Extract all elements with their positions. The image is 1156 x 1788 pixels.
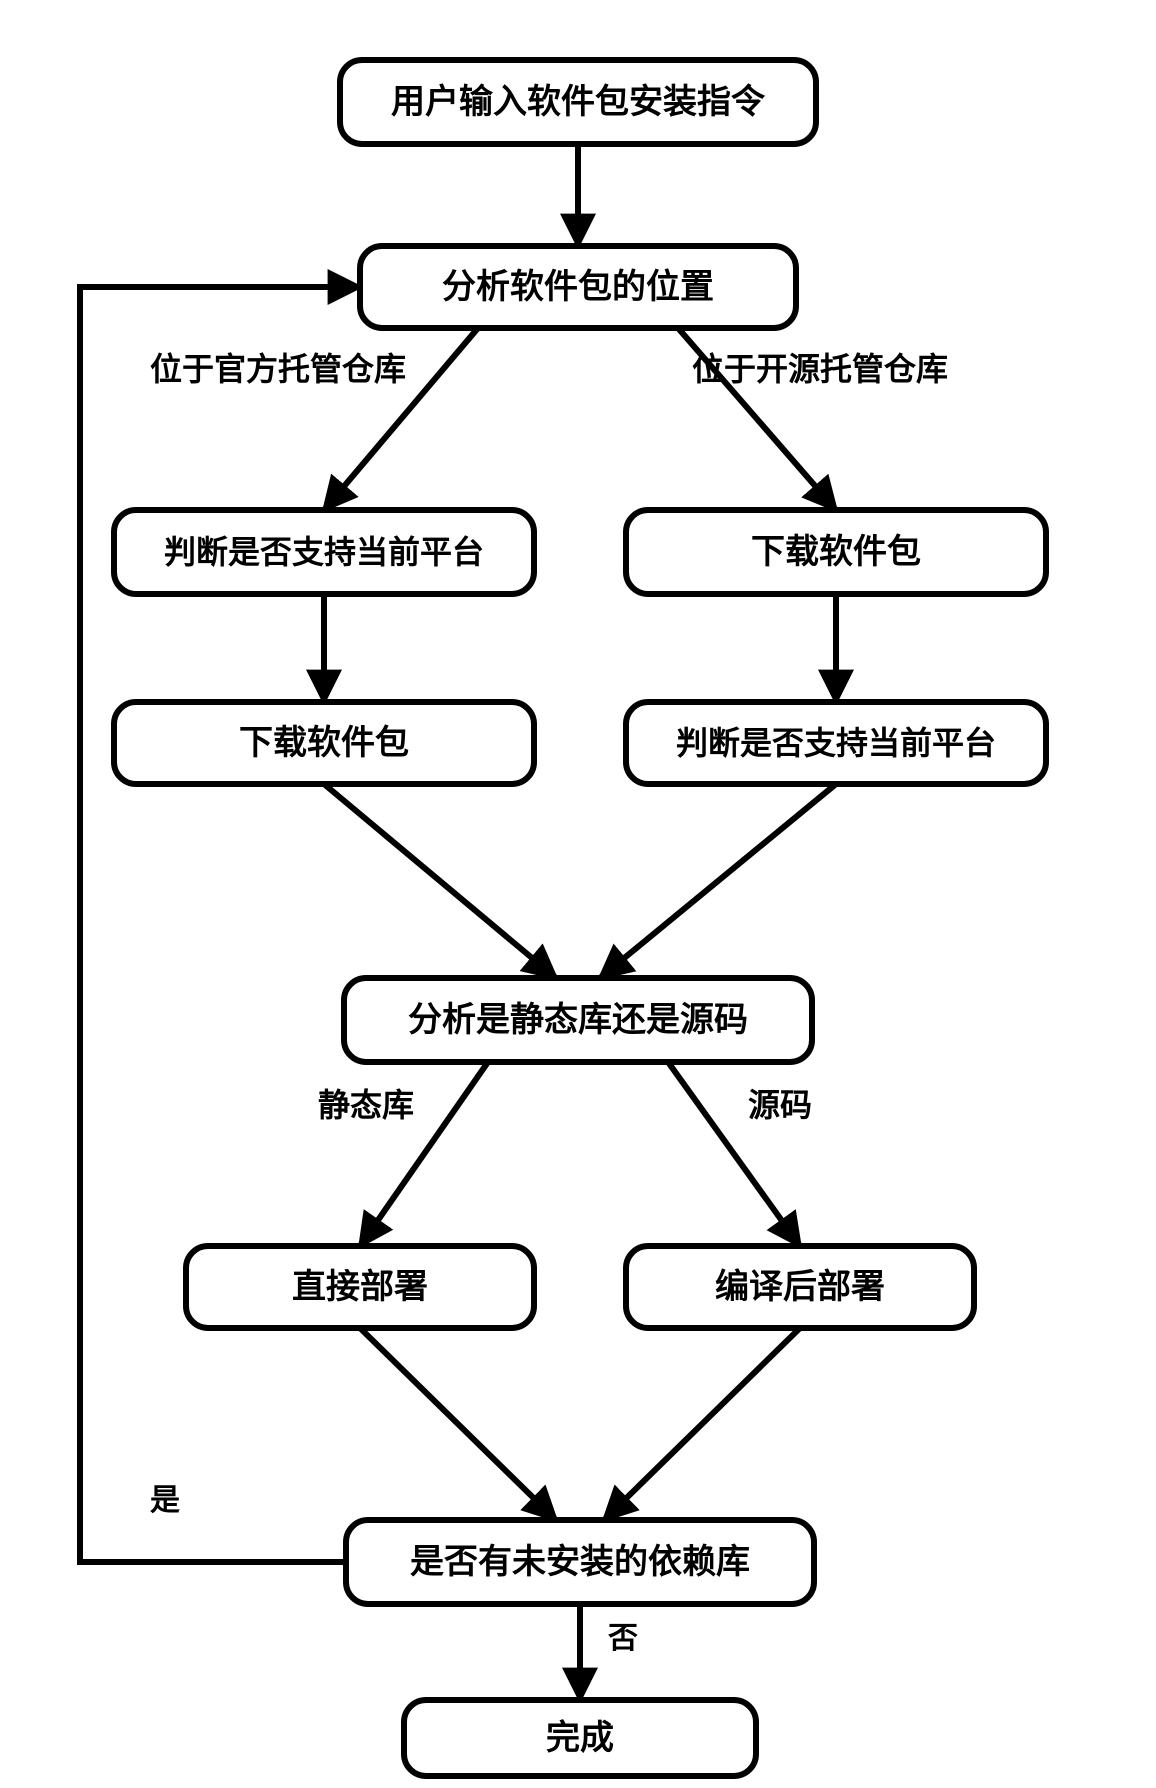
flowchart-canvas: 位于官方托管仓库 位于开源托管仓库静态库 源码否 是 用户输入软件包安装指令分析软件包的…	[0, 0, 1156, 1788]
node-label-n1: 用户输入软件包安装指令	[391, 83, 766, 121]
node-label-n6: 判断是否支持当前平台	[676, 725, 996, 761]
edge-label-n7-n9: 源码	[748, 1087, 812, 1123]
node-n9: 编译后部署	[626, 1246, 974, 1328]
node-label-n10: 是否有未安装的依赖库	[410, 1543, 750, 1581]
node-label-n3: 判断是否支持当前平台	[164, 534, 484, 570]
edges-layer: 位于官方托管仓库 位于开源托管仓库静态库 源码否 是	[80, 144, 948, 1700]
edge-label-n2-n3: 位于官方托管仓库	[150, 351, 406, 387]
node-label-n5: 下载软件包	[239, 724, 409, 762]
node-n7: 分析是静态库还是源码	[344, 978, 812, 1062]
node-n3: 判断是否支持当前平台	[114, 510, 534, 594]
node-n10: 是否有未安装的依赖库	[346, 1520, 814, 1604]
edge-n9-n10	[604, 1328, 800, 1520]
node-label-n8: 直接部署	[292, 1268, 428, 1306]
edge-label-n10-n2: 是	[150, 1484, 180, 1517]
node-label-n7: 分析是静态库还是源码	[408, 1001, 748, 1039]
node-n1: 用户输入软件包安装指令	[340, 60, 816, 144]
edge-n8-n10	[360, 1328, 556, 1520]
node-n2: 分析软件包的位置	[360, 246, 796, 328]
edge-n5-n7	[324, 784, 556, 978]
node-n8: 直接部署	[186, 1246, 534, 1328]
nodes-layer: 用户输入软件包安装指令分析软件包的位置判断是否支持当前平台下载软件包下载软件包判…	[114, 60, 1046, 1776]
node-label-n2: 分析软件包的位置	[442, 268, 714, 306]
node-label-n11: 完成	[546, 1718, 614, 1757]
edge-label-n2-n4: 位于开源托管仓库	[692, 351, 948, 387]
edge-label-n10-n11: 否	[608, 1622, 638, 1655]
edge-n6-n7	[600, 784, 836, 978]
node-n4: 下载软件包	[626, 510, 1046, 594]
node-n6: 判断是否支持当前平台	[626, 702, 1046, 784]
edge-label-n7-n8: 静态库	[318, 1087, 414, 1123]
edge-n10-n2	[80, 287, 360, 1562]
node-n11: 完成	[404, 1700, 756, 1776]
node-label-n4: 下载软件包	[751, 533, 921, 571]
node-n5: 下载软件包	[114, 702, 534, 784]
node-label-n9: 编译后部署	[715, 1268, 885, 1306]
